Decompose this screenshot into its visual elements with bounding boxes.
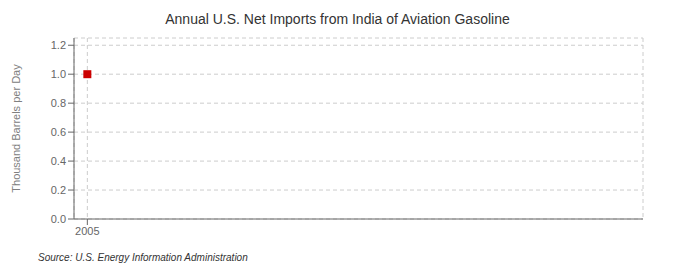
svg-text:0.2: 0.2 bbox=[51, 184, 66, 196]
svg-text:1.2: 1.2 bbox=[51, 39, 66, 51]
svg-text:0.8: 0.8 bbox=[51, 97, 66, 109]
html-text:Source: U.S. Energy Informatio: Source: U.S. Energy Information Administ… bbox=[38, 252, 248, 263]
svg-text:0.4: 0.4 bbox=[51, 155, 66, 167]
svg-text:0.0: 0.0 bbox=[51, 213, 66, 225]
svg-text:1.0: 1.0 bbox=[51, 68, 66, 80]
html-text:Annual U.S. Net Imports from I: Annual U.S. Net Imports from India of Av… bbox=[165, 11, 510, 27]
svg-text:2005: 2005 bbox=[75, 225, 99, 237]
svg-text:0.6: 0.6 bbox=[51, 126, 66, 138]
svg-text:Thousand Barrels per Day: Thousand Barrels per Day bbox=[10, 64, 22, 193]
